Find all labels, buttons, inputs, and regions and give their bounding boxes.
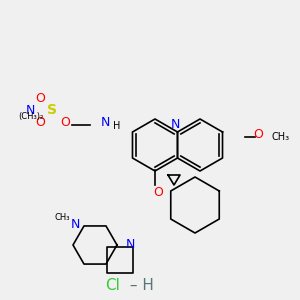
Text: Cl: Cl [105,278,120,293]
Text: O: O [153,185,163,199]
Text: O: O [253,128,263,142]
Text: O: O [35,92,45,104]
Text: N: N [100,116,110,128]
Text: S: S [47,103,57,117]
Text: (CH₃)₂: (CH₃)₂ [18,112,43,122]
Text: N: N [170,118,180,131]
Text: CH₃: CH₃ [54,214,70,223]
Text: N: N [70,218,80,232]
Text: CH₃: CH₃ [272,132,290,142]
Text: O: O [35,116,45,128]
Text: N: N [125,238,135,251]
Text: O: O [60,116,70,128]
Text: H: H [113,121,120,131]
Text: N: N [25,103,35,116]
Text: – H: – H [125,278,154,293]
